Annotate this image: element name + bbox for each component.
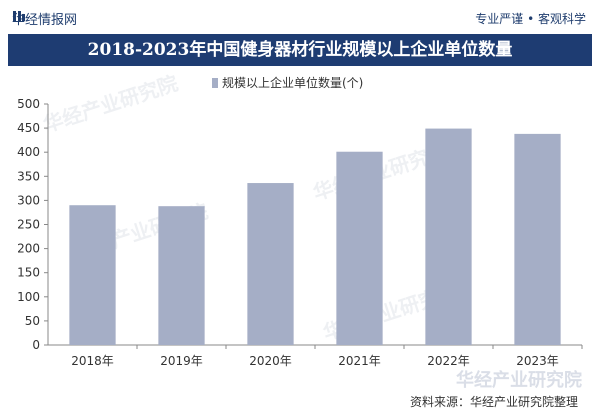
top-bar: 华经情报网 专业严谨 • 客观科学 xyxy=(0,0,600,34)
x-tick-label: 2020年 xyxy=(249,354,292,368)
y-tick-label: 200 xyxy=(17,242,40,256)
y-tick-label: 400 xyxy=(17,145,40,159)
title-band: 2018-2023年中国健身器材行业规模以上企业单位数量 xyxy=(8,34,592,66)
watermark-corner: 华经产业研究院 xyxy=(456,370,582,391)
brand: 华经情报网 xyxy=(12,9,77,28)
y-tick-label: 250 xyxy=(17,218,40,232)
x-tick-label: 2019年 xyxy=(160,354,203,368)
brand-logo-icon xyxy=(13,11,25,21)
y-tick-label: 350 xyxy=(17,169,40,183)
bar xyxy=(247,183,294,345)
legend-swatch xyxy=(212,78,218,88)
chart-area: 华经产业研究院 华经产业研究院 华经产业研究院 华经产业研究院 规模以上企业单位… xyxy=(0,66,600,418)
legend-label: 规模以上企业单位数量(个) xyxy=(222,75,363,90)
y-tick-label: 300 xyxy=(17,193,40,207)
source-note: 资料来源：华经产业研究院整理 xyxy=(409,395,578,409)
y-tick-label: 50 xyxy=(25,314,40,328)
x-tick-label: 2021年 xyxy=(338,354,381,368)
y-tick-label: 0 xyxy=(32,338,40,352)
bar xyxy=(425,128,472,345)
x-tick-label: 2022年 xyxy=(427,354,470,368)
y-tick-label: 500 xyxy=(17,97,40,111)
bar xyxy=(158,206,205,345)
x-tick-label: 2018年 xyxy=(71,354,114,368)
y-tick-label: 150 xyxy=(17,266,40,280)
tagline: 专业严谨 • 客观科学 xyxy=(475,12,586,26)
y-tick-label: 450 xyxy=(17,121,40,135)
brand-name: 华经情报网 xyxy=(12,13,78,28)
bar xyxy=(336,151,383,345)
x-tick-label: 2023年 xyxy=(516,354,559,368)
bar xyxy=(514,133,561,345)
bar xyxy=(69,205,116,345)
y-tick-label: 100 xyxy=(17,290,40,304)
chart-title: 2018-2023年中国健身器材行业规模以上企业单位数量 xyxy=(87,40,513,60)
bar-chart: 规模以上企业单位数量(个) 0 50 100 150 200 250 300 350 400 450… xyxy=(17,75,583,368)
